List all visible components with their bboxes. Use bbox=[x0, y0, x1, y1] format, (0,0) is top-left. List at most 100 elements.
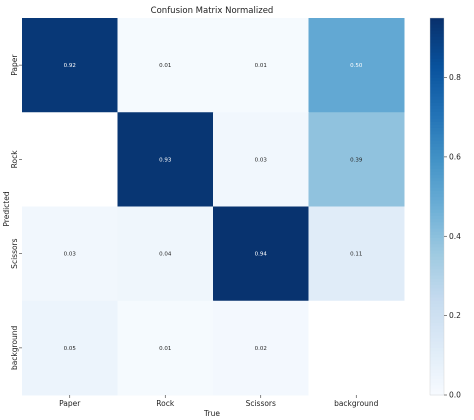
colorbar-segment bbox=[430, 363, 444, 368]
x-axis-label: True bbox=[203, 409, 220, 418]
x-tick-label: Rock bbox=[156, 399, 175, 408]
x-tick-label: background bbox=[334, 399, 379, 408]
colorbar-segment bbox=[430, 322, 444, 327]
colorbar-segment bbox=[430, 33, 444, 38]
colorbar-segment bbox=[430, 77, 444, 82]
y-tick-label: Scissors bbox=[10, 238, 19, 268]
colorbar-segment bbox=[430, 55, 444, 60]
heatmap-cell bbox=[117, 18, 214, 113]
colorbar-segment bbox=[430, 90, 444, 94]
colorbar-segment bbox=[430, 228, 444, 233]
colorbar-segment bbox=[430, 316, 444, 321]
heatmap-cell bbox=[213, 300, 309, 396]
colorbar-segment bbox=[430, 247, 444, 252]
colorbar-segment bbox=[430, 200, 444, 204]
cell-value-label: 0.01 bbox=[255, 63, 267, 69]
heatmap-cell bbox=[22, 300, 118, 396]
colorbar-segment bbox=[430, 388, 444, 393]
colorbar-segment bbox=[430, 307, 444, 311]
colorbar-segment bbox=[430, 278, 444, 283]
colorbar-segment bbox=[430, 329, 444, 333]
colorbar-segment bbox=[430, 121, 444, 126]
colorbar-segment bbox=[430, 30, 444, 35]
heatmap-cell bbox=[308, 112, 405, 207]
colorbar-segment bbox=[430, 127, 444, 132]
colorbar-segment bbox=[430, 382, 444, 387]
colorbar-segment bbox=[430, 61, 444, 66]
cell-value-label: 0.03 bbox=[255, 157, 268, 163]
colorbar-segment bbox=[430, 219, 444, 223]
colorbar-segment bbox=[430, 43, 444, 47]
colorbar-segment bbox=[430, 134, 444, 138]
colorbar-segment bbox=[430, 124, 444, 129]
colorbar-segment bbox=[430, 178, 444, 182]
colorbar-segment bbox=[430, 369, 444, 374]
colorbar-segment bbox=[430, 297, 444, 302]
heatmap-cell bbox=[117, 112, 214, 207]
colorbar-segment bbox=[430, 93, 444, 98]
colorbar-tick-label: 0.2 bbox=[449, 311, 461, 320]
heatmap-cell bbox=[213, 18, 309, 113]
colorbar-segment bbox=[430, 21, 444, 25]
x-tick-label: Paper bbox=[59, 399, 81, 408]
colorbar-segment bbox=[430, 115, 444, 120]
colorbar-segment bbox=[430, 335, 444, 340]
colorbar-segment bbox=[430, 203, 444, 208]
colorbar-segment bbox=[430, 143, 444, 148]
colorbar-segment bbox=[430, 156, 444, 160]
colorbar-segment bbox=[430, 357, 444, 362]
colorbar-segment bbox=[430, 259, 444, 264]
colorbar-segment bbox=[430, 146, 444, 151]
heatmap-cell bbox=[308, 300, 405, 396]
colorbar-segment bbox=[430, 68, 444, 73]
colorbar-segment bbox=[430, 80, 444, 85]
colorbar-segment bbox=[430, 184, 444, 189]
colorbar-segment bbox=[430, 391, 444, 396]
cell-value-label: 0.02 bbox=[255, 346, 267, 352]
colorbar-outline bbox=[429, 17, 445, 396]
cell-value-label: 0.39 bbox=[350, 157, 363, 163]
colorbar-segment bbox=[430, 24, 444, 29]
colorbar-segment bbox=[430, 118, 444, 123]
colorbar-segment bbox=[430, 171, 444, 176]
colorbar-segment bbox=[430, 222, 444, 226]
colorbar-segment bbox=[430, 263, 444, 267]
colorbar-segment bbox=[430, 215, 444, 220]
colorbar-segment bbox=[430, 162, 444, 167]
x-tick-label: Scissors bbox=[246, 399, 276, 408]
colorbar-segment bbox=[430, 253, 444, 258]
colorbar-segment bbox=[430, 112, 444, 116]
cell-value-label: 0.01 bbox=[159, 63, 171, 69]
colorbar-segment bbox=[430, 27, 444, 32]
colorbar-segment bbox=[430, 332, 444, 336]
colorbar-segment bbox=[430, 269, 444, 274]
colorbar-segment bbox=[430, 341, 444, 346]
colorbar-segment bbox=[430, 181, 444, 186]
heatmap-cell bbox=[117, 206, 214, 302]
colorbar-segment bbox=[430, 385, 444, 390]
colorbar-segment bbox=[430, 58, 444, 63]
colorbar-segment bbox=[430, 266, 444, 270]
heatmap-cells bbox=[22, 18, 405, 396]
y-axis-ticks: Paper Rock Scissors background bbox=[10, 54, 22, 370]
colorbar-segment bbox=[430, 209, 444, 214]
colorbar-segment bbox=[430, 197, 444, 201]
colorbar-segment bbox=[430, 212, 444, 217]
colorbar-segment bbox=[430, 300, 444, 305]
colorbar-segment bbox=[430, 225, 444, 230]
heatmap-cell bbox=[117, 300, 214, 396]
colorbar-segment bbox=[430, 71, 444, 76]
colorbar-segment bbox=[430, 193, 444, 198]
colorbar-segment bbox=[430, 52, 444, 57]
colorbar-segment bbox=[430, 288, 444, 292]
colorbar-segment bbox=[430, 96, 444, 101]
cell-value-label: 0.94 bbox=[255, 252, 268, 258]
colorbar-segment bbox=[430, 281, 444, 286]
colorbar-segment bbox=[430, 250, 444, 255]
colorbar-segment bbox=[430, 344, 444, 349]
heatmap-cell bbox=[308, 18, 405, 113]
x-axis-ticks: Paper Rock Scissors background bbox=[59, 395, 379, 408]
colorbar-segment bbox=[430, 83, 444, 88]
cell-value-label: 0.11 bbox=[350, 252, 362, 258]
colorbar-segment bbox=[430, 99, 444, 104]
